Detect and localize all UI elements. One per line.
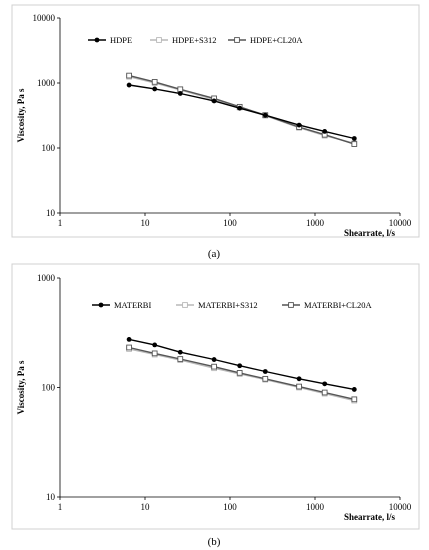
x-tick-label: 100 bbox=[223, 218, 237, 228]
y-tick-label: 1000 bbox=[37, 78, 56, 88]
legend-label: HDPE+CL20A bbox=[250, 35, 303, 45]
panel-b-frame bbox=[11, 263, 420, 530]
data-point bbox=[211, 98, 217, 104]
data-point bbox=[126, 336, 132, 342]
panel-b-caption: (b) bbox=[208, 536, 221, 548]
data-point bbox=[296, 122, 302, 128]
legend-label: MATERBI+S312 bbox=[198, 300, 258, 310]
chart-a: 1 10 100 1000 1000010100100010000Shearrate, … bbox=[16, 13, 412, 238]
y-tick-label: 100 bbox=[42, 383, 56, 393]
data-point bbox=[322, 381, 328, 387]
y-axis-label: Viscosity, Pa s bbox=[16, 88, 26, 142]
x-tick-label: 10 bbox=[141, 502, 151, 512]
data-point bbox=[351, 141, 358, 147]
data-point bbox=[151, 350, 158, 357]
data-point bbox=[351, 387, 357, 392]
x-tick-label: 10000 bbox=[389, 502, 412, 512]
data-point bbox=[151, 79, 158, 85]
data-point bbox=[262, 375, 269, 382]
legend-swatch-marker bbox=[288, 302, 294, 308]
legend-label: HDPE+S312 bbox=[172, 35, 216, 45]
y-tick-label: 1000 bbox=[37, 273, 56, 283]
data-point bbox=[262, 369, 268, 374]
y-tick-label: 100 bbox=[42, 143, 56, 153]
data-point bbox=[126, 72, 132, 79]
data-point bbox=[177, 349, 183, 355]
data-point bbox=[237, 105, 243, 111]
y-tick-label: 10 bbox=[46, 208, 56, 218]
x-tick-label: 10000 bbox=[389, 218, 412, 228]
data-point bbox=[351, 396, 358, 403]
data-point bbox=[236, 370, 243, 376]
x-tick-label: 10 bbox=[141, 218, 151, 228]
y-axis-label: Viscosity, Pa s bbox=[16, 360, 26, 414]
data-point bbox=[211, 357, 217, 362]
x-axis-label: Shearrate, l/s bbox=[344, 512, 395, 522]
x-tick-label: 1 bbox=[58, 218, 63, 228]
y-tick-label: 10000 bbox=[33, 13, 56, 23]
legend-swatch-marker bbox=[98, 302, 104, 308]
data-point bbox=[211, 363, 217, 370]
data-point bbox=[177, 91, 183, 96]
legend-swatch-marker bbox=[156, 37, 162, 43]
legend-label: MATERBI+CL20A bbox=[304, 300, 372, 310]
legend-label: HDPE bbox=[110, 35, 132, 45]
x-tick-label: 1000 bbox=[306, 502, 325, 512]
data-point bbox=[262, 112, 268, 118]
x-axis-label: Shearrate, l/s bbox=[344, 228, 395, 238]
data-point bbox=[177, 356, 184, 362]
legend-swatch-marker bbox=[234, 37, 240, 43]
legend-swatch-marker bbox=[182, 302, 188, 308]
x-tick-label: 100 bbox=[223, 502, 237, 512]
x-tick-label: 1000 bbox=[306, 218, 325, 228]
legend-label: MATERBI bbox=[114, 300, 151, 310]
data-point bbox=[351, 136, 357, 141]
legend-swatch-marker bbox=[94, 37, 100, 43]
data-point bbox=[126, 344, 132, 351]
data-point bbox=[296, 376, 302, 382]
data-point bbox=[152, 86, 158, 92]
data-point bbox=[177, 86, 184, 93]
data-point bbox=[322, 129, 328, 134]
data-point bbox=[152, 342, 158, 348]
y-tick-label: 10 bbox=[46, 492, 56, 502]
data-point bbox=[321, 389, 328, 396]
x-tick-label: 1 bbox=[58, 502, 63, 512]
panel-a-frame bbox=[11, 4, 420, 238]
data-point bbox=[126, 82, 132, 88]
panel-a-caption: (a) bbox=[208, 248, 221, 260]
data-point bbox=[296, 383, 302, 390]
data-point bbox=[237, 363, 243, 369]
